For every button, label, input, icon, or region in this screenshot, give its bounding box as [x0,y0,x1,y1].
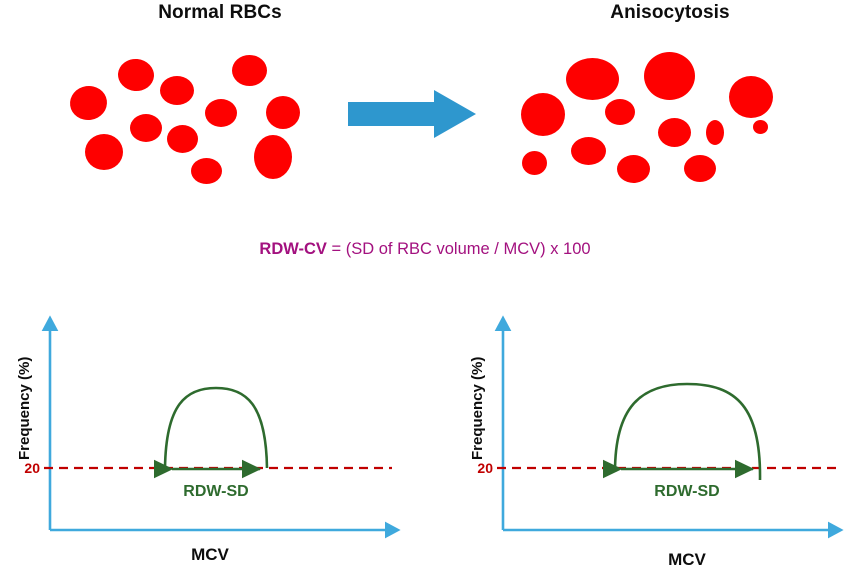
x-axis-label-right: MCV [668,550,706,569]
rbc-cell [67,83,110,123]
right-arrow-icon [348,90,476,138]
chart-right-graphics [494,315,844,539]
rbc-cell [85,134,123,170]
distribution-curve [613,382,762,481]
panel-title-anisocytosis: Anisocytosis [610,2,730,23]
rbc-cell [571,137,606,165]
rbc-cell [266,96,300,129]
chart-left-graphics [41,315,401,539]
rbc-cell [254,135,292,179]
rbc-cell [160,76,194,105]
panel-title-normal-rbcs: Normal RBCs [158,2,282,23]
rbc-cell [191,158,222,184]
y-axis-label-left: Frequency (%) [16,356,33,460]
rbc-cell [599,77,613,90]
rbc-cell [116,57,156,93]
formula-expression: = (SD of RBC volume / MCV) x 100 [331,240,591,258]
formula-term-rdw-cv: RDW-CV [259,240,327,258]
rbc-cell [232,55,267,86]
y-axis-tick-20-left: 20 [24,460,40,476]
chart-normal-rbc-distribution: Frequency (%) 20 RDW-SD MCV [0,300,425,581]
y-axis-label-right: Frequency (%) [469,356,486,460]
rbc-cell [521,93,565,136]
rdw-sd-label-left: RDW-SD [183,483,249,500]
rbc-cell [205,99,237,127]
rbc-cell [167,125,198,153]
rbc-cell [684,155,716,182]
rbc-cell [566,58,619,100]
rbc-cell [130,114,162,142]
rbc-cell [644,52,695,100]
rbc-cell [706,120,724,145]
rbc-cell [522,151,547,175]
rbc-cell [658,118,691,147]
rbc-cell [753,120,768,134]
distribution-curve [163,386,269,469]
x-axis-label-left: MCV [191,545,229,564]
rdw-cv-formula: RDW-CV = (SD of RBC volume / MCV) x 100 [0,240,850,259]
y-axis-tick-20-right: 20 [477,460,493,476]
chart-anisocytosis-rbc-distribution: Frequency (%) 20 RDW-SD MCV [425,300,850,581]
rdw-sd-label-right: RDW-SD [654,483,720,500]
rbc-cell [617,155,650,183]
rbc-cell [729,76,773,118]
rbc-cell [605,99,635,125]
